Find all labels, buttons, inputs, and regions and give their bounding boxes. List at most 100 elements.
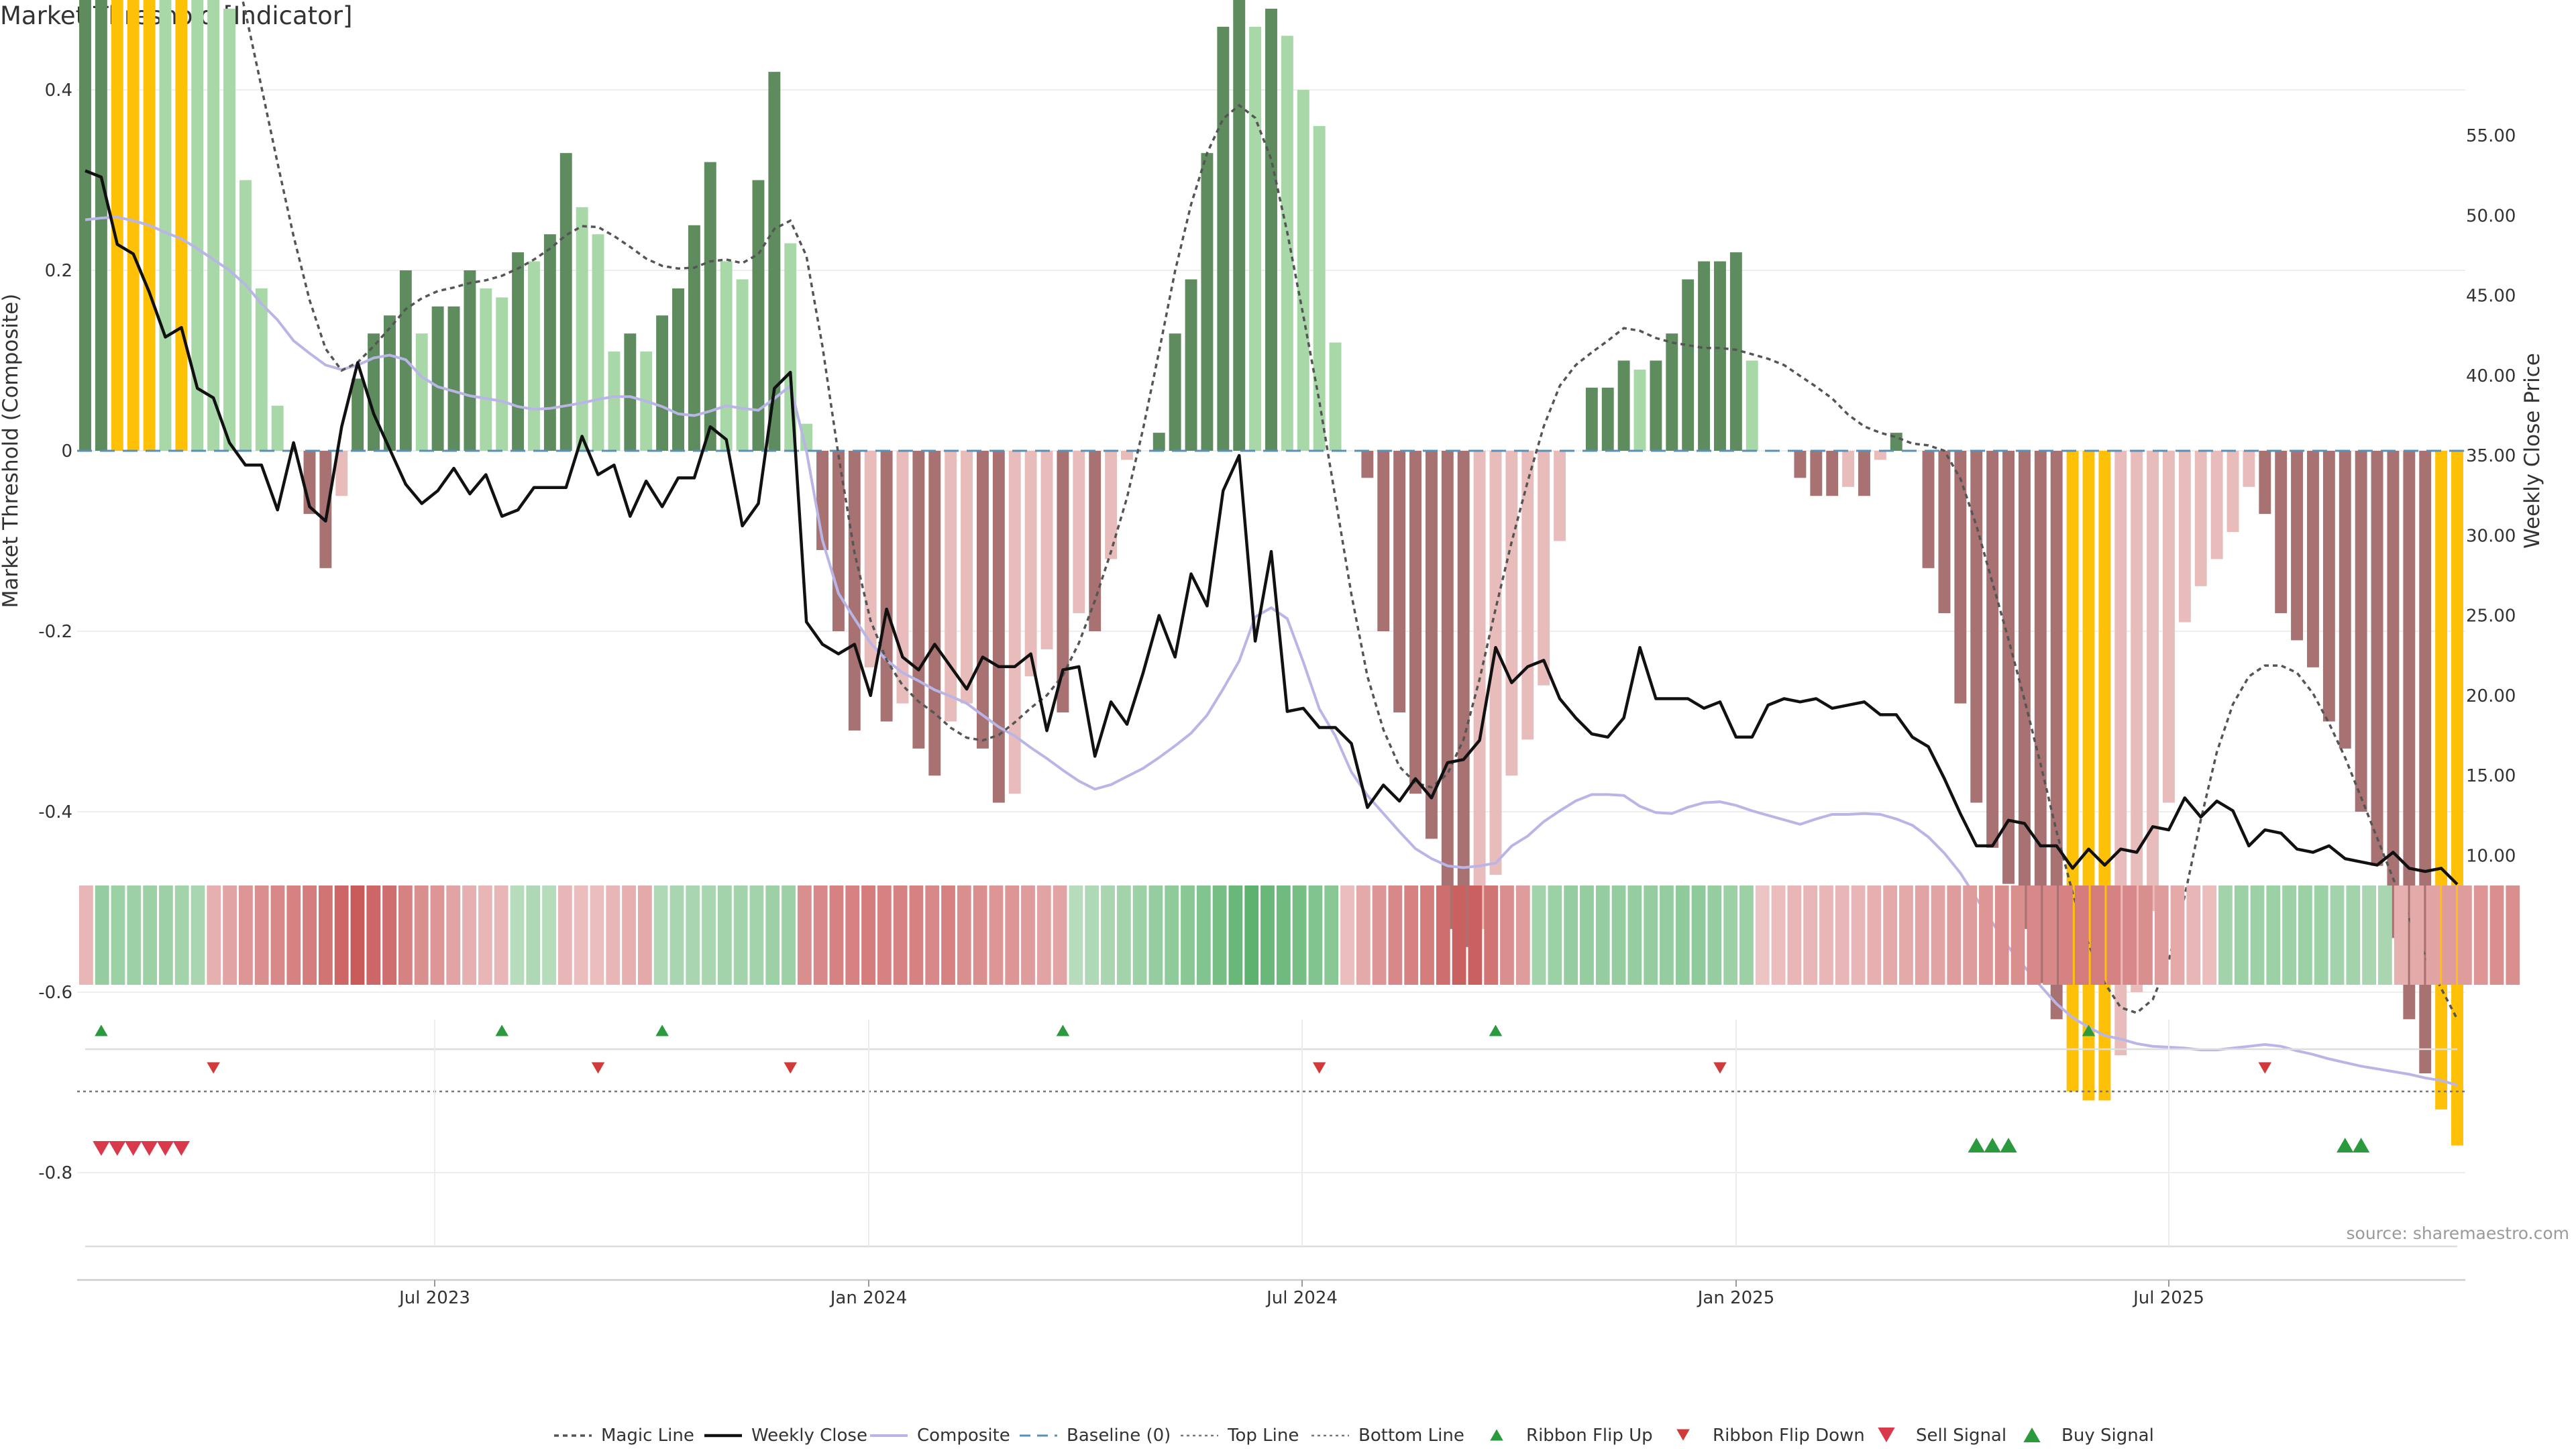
composite-bar [1682, 279, 1695, 451]
ribbon-cell [1036, 885, 1051, 985]
composite-bar [464, 270, 476, 451]
ribbon-cell [1915, 885, 1929, 985]
ribbon-cell [1324, 885, 1339, 985]
composite-bar [2371, 451, 2383, 866]
ribbon-cell [2043, 885, 2057, 985]
ribbon-flip-up-marker [2082, 1024, 2096, 1036]
composite-bar [543, 234, 556, 451]
ribbon-cell [191, 885, 205, 985]
ribbon-cell [1388, 885, 1403, 985]
composite-bar [576, 207, 588, 451]
ribbon-cell [2314, 885, 2328, 985]
ribbon-cell [1420, 885, 1434, 985]
composite-bar [1986, 451, 1999, 848]
ribbon-cell [2346, 885, 2361, 985]
composite-bar [1746, 360, 1758, 451]
composite-bar [415, 333, 428, 451]
ribbon-cell [1404, 885, 1419, 985]
ribbon-cell [207, 885, 221, 985]
y2-tick-label: 30.00 [2466, 526, 2516, 546]
ribbon-cell [1196, 885, 1211, 985]
ribbon-cell [957, 885, 971, 985]
y2-tick-label: 20.00 [2466, 686, 2516, 706]
ribbon-cell [1116, 885, 1131, 985]
composite-bar [1105, 451, 1118, 559]
composite-bar [2322, 451, 2335, 722]
composite-bar [1425, 451, 1438, 839]
composite-bar [319, 451, 332, 568]
composite-bar [1201, 153, 1214, 451]
sell-signal-marker [109, 1141, 126, 1156]
ribbon-flip-down-marker [1312, 1062, 1326, 1074]
ribbon-cell [1771, 885, 1786, 985]
composite-bar [832, 451, 845, 631]
composite-bar [159, 0, 172, 451]
ribbon-cell [717, 885, 732, 985]
ribbon-cell [973, 885, 987, 985]
legend-label: Magic Line [601, 1426, 694, 1446]
composite-bar [1714, 261, 1726, 451]
ribbon-cell [557, 885, 572, 985]
composite-bar [2275, 451, 2288, 614]
ribbon-cell [286, 885, 301, 985]
buy-signal-marker [2337, 1138, 2354, 1152]
composite-bar [1473, 451, 1486, 929]
composite-bar [447, 306, 460, 451]
composite-bar [768, 72, 781, 451]
composite-bar [1954, 451, 1967, 704]
ribbon-cell [2059, 885, 2073, 985]
composite-bar [2403, 451, 2416, 1020]
composite-bar [1409, 451, 1421, 794]
ribbon-cell [877, 885, 892, 985]
composite-bar [239, 180, 252, 451]
composite-bar [1281, 36, 1293, 451]
ribbon-cell [782, 885, 796, 985]
y2-tick-label: 25.00 [2466, 606, 2516, 627]
composite-bars [79, 0, 2463, 1146]
composite-bar [592, 234, 604, 451]
composite-bar [608, 352, 621, 451]
composite-bar [992, 451, 1005, 803]
ribbon-cell [2186, 885, 2201, 985]
ribbon-cell [1660, 885, 1674, 985]
composite-bar [1249, 26, 1262, 451]
buy-signal-marker [1968, 1138, 1985, 1152]
y2-tick-label: 15.00 [2466, 766, 2516, 786]
composite-bar [1858, 451, 1870, 496]
line-series [77, 0, 2465, 1093]
ribbon-cell [303, 885, 317, 985]
ribbon-cell [2473, 885, 2488, 985]
ribbon-cell [637, 885, 652, 985]
ribbon-flip-down-marker [784, 1062, 798, 1074]
composite-bar [352, 378, 364, 451]
composite-bar [255, 288, 268, 451]
ribbon-cell [1723, 885, 1738, 985]
ribbon-cell [1085, 885, 1099, 985]
x-tick-label: Jul 2024 [1265, 1288, 1338, 1308]
composite-bar [2243, 451, 2255, 487]
composite-bar [1585, 387, 1598, 451]
ribbon-cell [1675, 885, 1690, 985]
ribbon-cell [1165, 885, 1179, 985]
composite-bar [1217, 26, 1230, 451]
ribbon-cell [861, 885, 875, 985]
composite-bar [961, 451, 973, 704]
composite-bar [1329, 342, 1342, 451]
composite-bar [1057, 451, 1069, 713]
composite-bar [431, 306, 444, 451]
ribbon-cell [1595, 885, 1610, 985]
y-axis-title: Market Threshold (Composite) [0, 294, 23, 608]
composite-bar [2291, 451, 2304, 641]
composite-bar [1666, 333, 1678, 451]
composite-bar [1008, 451, 1021, 794]
ribbon-cell [2489, 885, 2504, 985]
ribbon-cell [909, 885, 924, 985]
composite-bar [928, 451, 941, 776]
legend-label: Ribbon Flip Down [1713, 1426, 1865, 1446]
chart-axes: 0.80.60.40.20-0.2-0.4-0.6-0.855.0050.004… [0, 80, 2544, 1183]
ribbon-cell [2170, 885, 2185, 985]
ribbon-cell [2139, 885, 2153, 985]
sell-signal-marker [140, 1141, 158, 1156]
composite-bar [752, 180, 765, 451]
composite-bar [207, 0, 220, 451]
